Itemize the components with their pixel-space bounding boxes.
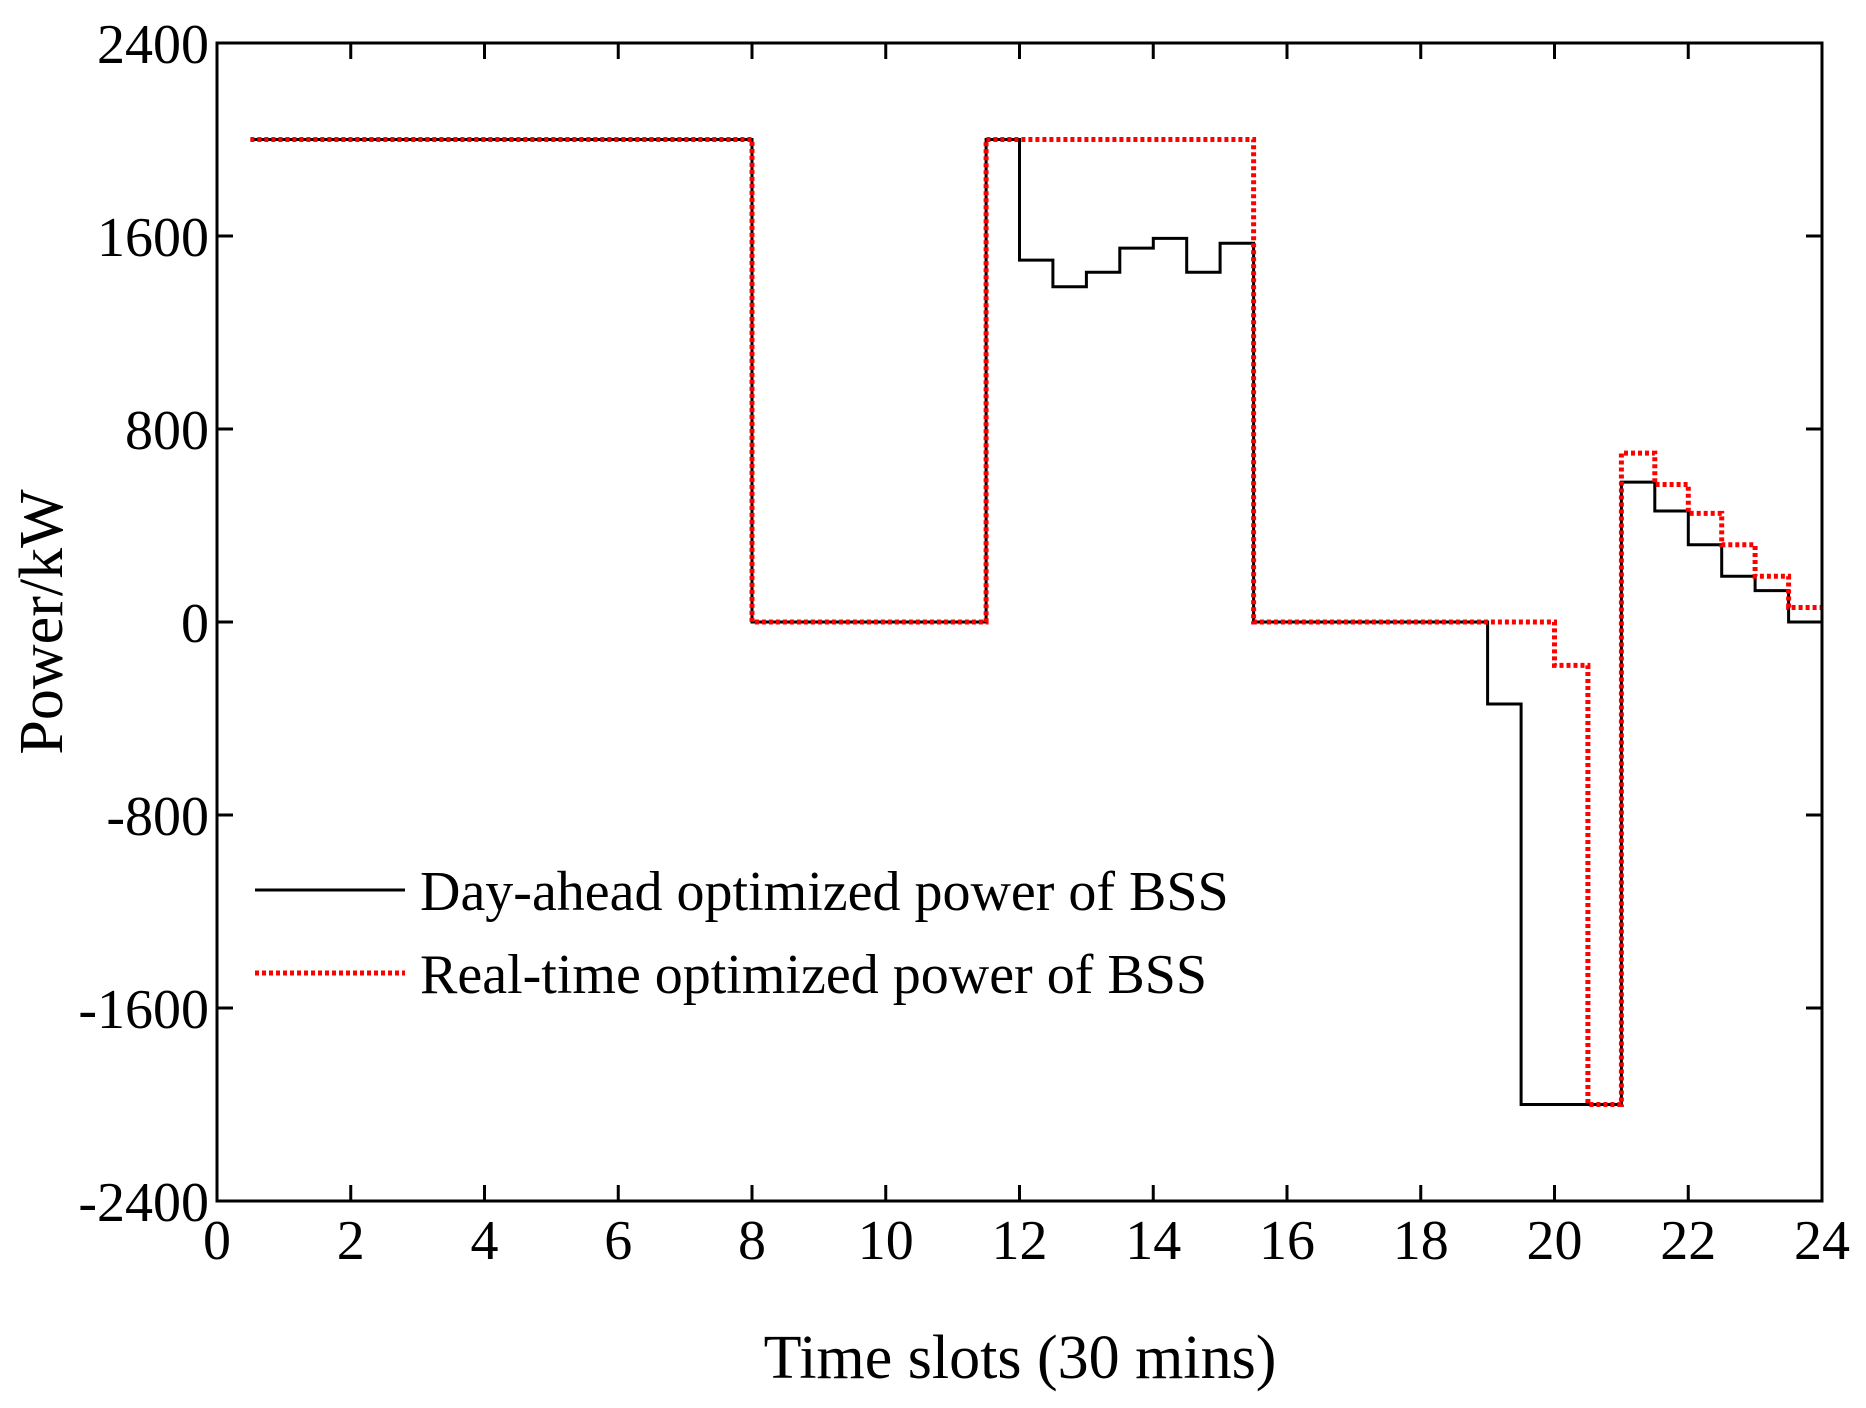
x-tick-label: 14 — [1125, 1210, 1181, 1272]
x-tick-label: 22 — [1660, 1210, 1716, 1272]
x-tick-label: 10 — [858, 1210, 914, 1272]
y-tick-label: -2400 — [78, 1172, 209, 1234]
series-line-real-time — [250, 137, 1822, 1107]
x-tick-label: 8 — [738, 1210, 766, 1272]
x-tick-label: 16 — [1259, 1210, 1315, 1272]
legend: Day-ahead optimized power of BSS Real-ti… — [255, 861, 1229, 1006]
x-tick-label: 0 — [203, 1210, 231, 1272]
x-tick-label: 6 — [604, 1210, 632, 1272]
x-tick-label: 2 — [337, 1210, 365, 1272]
x-tick-label: 18 — [1393, 1210, 1449, 1272]
series-line-day-ahead — [250, 138, 1822, 1106]
y-tick-label: 1600 — [97, 207, 209, 269]
legend-label-real-time: Real-time optimized power of BSS — [420, 944, 1207, 1006]
y-tick-label: 2400 — [97, 14, 209, 76]
y-tick-label: -1600 — [78, 979, 209, 1041]
axis-ticks: 0 2 4 6 8 10 12 14 16 18 20 22 24-2400-1600-80008001… — [78, 14, 1850, 1272]
y-tick-label: 800 — [125, 400, 209, 462]
x-tick-label: 4 — [471, 1210, 499, 1272]
y-axis-title: Power/kW — [8, 489, 76, 755]
y-tick-label: -800 — [106, 786, 209, 848]
y-tick-label: 0 — [181, 593, 209, 655]
x-tick-label: 20 — [1527, 1210, 1583, 1272]
chart-marks — [250, 137, 1822, 1107]
legend-label-day-ahead: Day-ahead optimized power of BSS — [420, 861, 1229, 923]
x-axis-title: Time slots (30 mins) — [764, 1324, 1277, 1392]
x-tick-label: 24 — [1794, 1210, 1850, 1272]
x-tick-label: 12 — [992, 1210, 1048, 1272]
